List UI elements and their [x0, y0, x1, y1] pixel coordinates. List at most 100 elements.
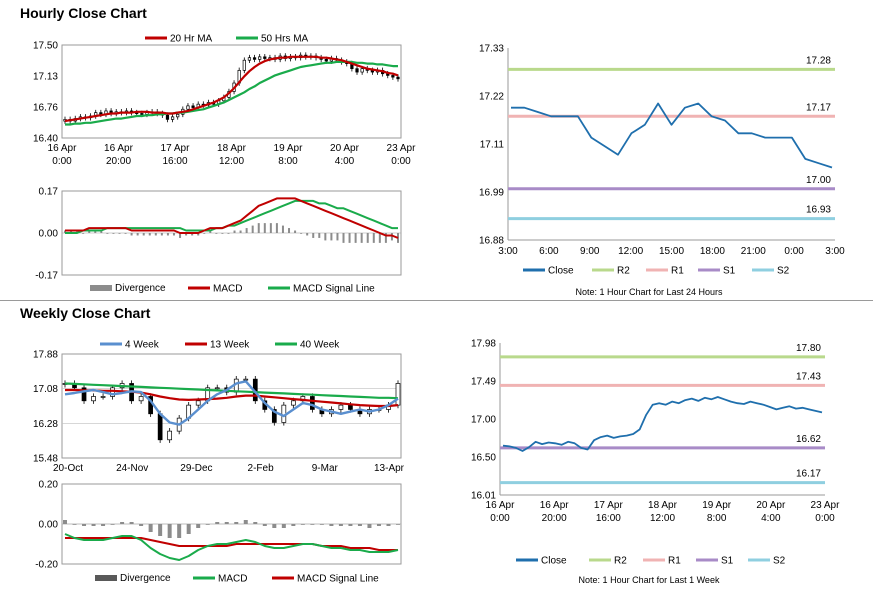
weekly-macd-divergence-bar	[281, 524, 286, 528]
hourly-price-ytick: 17.50	[33, 41, 58, 52]
hourly-macd-divergence-bar	[318, 233, 321, 238]
hourly-macd-divergence-bar	[306, 233, 309, 236]
weekly-macd-divergence-bar	[253, 522, 258, 524]
hourly-24h-xtick: 9:00	[580, 246, 600, 257]
weekly-macd-divergence-bar	[357, 524, 362, 526]
hourly-price-candle	[324, 59, 328, 62]
hourly-24h-close-line	[511, 102, 833, 169]
hourly-24h-legend-r2-label: R2	[617, 266, 630, 277]
hourly-macd-divergence-bar	[70, 230, 73, 233]
weekly-ma13-line	[65, 388, 399, 408]
hourly-legend-ma-short-label: 20 Hr MA	[170, 34, 213, 45]
hourly-24h-legend-close-label: Close	[548, 266, 574, 277]
weekly-price-candle	[310, 396, 315, 410]
weekly-1w-xtick-date: 23 Apr	[811, 500, 841, 511]
hourly-24h-xtick: 0:00	[784, 246, 804, 257]
hourly-price-xtick-date: 23 Apr	[387, 143, 417, 154]
weekly-macd-ytick: 0.20	[39, 480, 59, 491]
hourly-price-ytick: 16.76	[33, 103, 58, 114]
weekly-macd-divergence-bar	[396, 524, 400, 525]
weekly-price-plot	[61, 353, 402, 459]
hourly-macd-divergence-bar	[148, 233, 151, 236]
hourly-macd-ytick: 0.17	[39, 187, 59, 198]
weekly-price-candle	[91, 396, 96, 402]
hourly-macd-divergence-bar	[324, 233, 327, 241]
weekly-macd-divergence-bar	[72, 524, 77, 525]
weekly-macd-divergence-bar	[310, 524, 315, 525]
weekly-macd-divergence-bar	[348, 524, 353, 526]
weekly-1w-legend-r1-label: R1	[668, 556, 681, 567]
weekly-ma40-line	[64, 382, 399, 400]
weekly-macd-divergence-bar	[205, 524, 210, 525]
weekly-1w-legend-r2-label: R2	[614, 556, 627, 567]
hourly-24h-xtick: 18:00	[700, 246, 725, 257]
hourly-price-candle	[252, 57, 257, 60]
hourly-price-candle	[396, 76, 400, 80]
hourly-24h-xtick: 12:00	[618, 246, 643, 257]
hourly-24h-note: Note: 1 Hour Chart for Last 24 Hours	[575, 287, 723, 297]
hourly-24h-xtick: 3:00	[825, 246, 845, 257]
weekly-1w-xtick-date: 17 Apr	[594, 500, 624, 511]
weekly-macd-divergence-bar	[300, 524, 305, 525]
weekly-macd-ytick: -0.20	[35, 560, 58, 571]
weekly-1w-xtick-time: 12:00	[650, 513, 675, 524]
weekly-1w-ytick: 17.49	[471, 377, 496, 388]
hourly-macd-divergence-bar	[245, 228, 248, 233]
hourly-macd-line	[65, 197, 399, 239]
hourly-macd-divergence-bar	[397, 233, 399, 243]
hourly-price-ytick: 16.40	[33, 134, 58, 145]
hourly-24h-legend-s2-label: S2	[777, 266, 790, 277]
hourly-macd-divergence-bar	[275, 223, 278, 233]
hourly-macd-divergence-bar	[354, 233, 357, 243]
hourly-macd-divergence-bar	[342, 233, 345, 243]
hourly-24h-level-label-s2: 16.93	[806, 205, 831, 216]
weekly-macd-divergence-bar	[120, 522, 125, 524]
weekly-price-candle	[110, 387, 115, 397]
weekly-price-candle	[138, 396, 144, 402]
hourly-price-xtick-time: 12:00	[219, 156, 244, 167]
weekly-macd-divergence-bar	[376, 524, 381, 526]
weekly-price-candle	[243, 378, 249, 381]
weekly-ma4-line	[64, 380, 399, 426]
hourly-macd-divergence-bar	[197, 233, 200, 236]
hourly-price-xtick-date: 20 Apr	[330, 143, 360, 154]
weekly-price-candle	[271, 409, 277, 423]
weekly-macd-divergence-bar	[101, 524, 106, 526]
weekly-1w-level-label-s1: 16.62	[796, 434, 821, 445]
weekly-macd-divergence-bar	[243, 520, 248, 524]
hourly-macd-divergence-bar	[390, 233, 393, 241]
weekly-price-ytick: 15.48	[33, 454, 58, 465]
weekly-1w-xtick-time: 0:00	[815, 513, 835, 524]
hourly-macd-legend-divergence-label: Divergence	[115, 283, 166, 294]
weekly-1w-xtick-date: 19 Apr	[702, 500, 732, 511]
weekly-1w-level-label-r1: 17.43	[796, 371, 821, 382]
weekly-1w-ytick: 16.50	[471, 453, 496, 464]
hourly-macd-divergence-bar	[191, 233, 194, 236]
hourly-price-candle	[191, 105, 195, 108]
hourly-24h-legend-s1-label: S1	[723, 266, 736, 277]
hourly-macd-divergence-bar	[263, 223, 266, 233]
hourly-24h-xtick: 6:00	[539, 246, 559, 257]
hourly-24h-ytick: 16.99	[479, 188, 504, 199]
hourly-macd-divergence-bar	[366, 233, 369, 243]
hourly-price-candle	[355, 68, 359, 73]
weekly-macd-divergence-bar	[91, 524, 96, 526]
hourly-macd-divergence-bar	[360, 233, 363, 243]
hourly-macd-divergence-bar	[251, 225, 254, 233]
weekly-macd-divergence-bar	[63, 520, 67, 524]
hourly-macd-divergence-bar	[94, 230, 97, 233]
hourly-24h-ytick: 16.88	[479, 236, 504, 247]
weekly-price-candle	[395, 383, 401, 406]
hourly-price-candle	[140, 113, 144, 115]
weekly-macd-divergence-bar	[186, 524, 191, 534]
weekly-macd-divergence-bar	[386, 524, 391, 526]
hourly-price-candle	[391, 75, 395, 78]
hourly-macd-divergence-bar	[312, 233, 315, 238]
hourly-price-xtick-time: 0:00	[52, 156, 72, 167]
hourly-macd-divergence-bar	[378, 233, 381, 243]
weekly-price-candle	[195, 400, 201, 406]
hourly-24h-plot	[508, 48, 835, 240]
weekly-legend-13wk-label: 13 Week	[210, 340, 250, 351]
weekly-macd-divergence-bar	[139, 524, 144, 526]
